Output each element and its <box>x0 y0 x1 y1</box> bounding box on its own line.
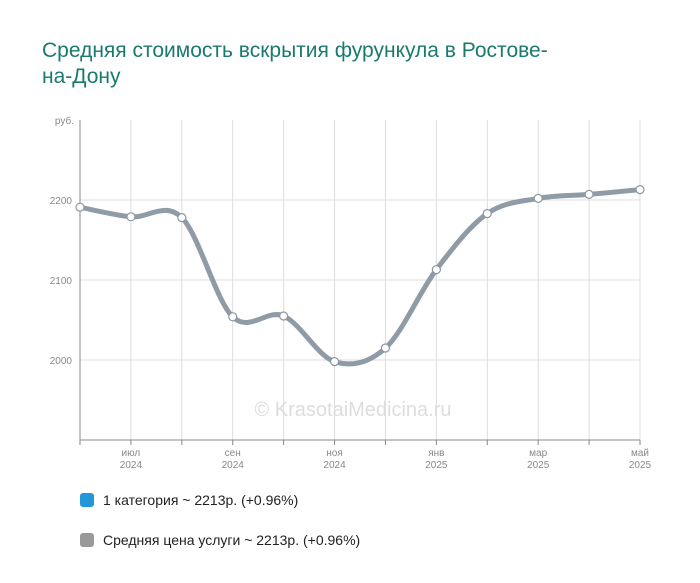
data-point <box>228 312 238 322</box>
data-point <box>75 202 85 212</box>
x-tick-label-year: 2025 <box>425 460 448 471</box>
x-tick-label-month: ноя <box>326 448 343 459</box>
data-point <box>635 185 645 195</box>
legend-swatch-gray <box>80 533 94 547</box>
grid-lines <box>80 120 641 440</box>
data-point <box>126 212 136 222</box>
x-tick-label-month: июл <box>122 448 141 459</box>
legend-label: Средняя цена услуги ~ 2213р. (+0.96%) <box>103 532 361 548</box>
y-axis-labels: руб. 2000 2100 2200 <box>50 115 74 367</box>
data-point <box>279 311 289 321</box>
legend-swatch-blue <box>80 493 94 507</box>
x-tick-label-year: 2024 <box>222 460 245 471</box>
x-tick-label-month: янв <box>428 448 444 459</box>
data-point <box>177 213 187 223</box>
legend-item-average-price[interactable]: Средняя цена услуги ~ 2213р. (+0.96%) <box>80 530 360 550</box>
data-point <box>584 189 594 199</box>
legend: 1 категория ~ 2213р. (+0.96%) Средняя це… <box>80 490 360 570</box>
series-lines <box>77 187 643 367</box>
y-tick-label: 2000 <box>50 356 73 367</box>
x-tick-label-month: мар <box>529 448 547 459</box>
data-point <box>380 343 391 353</box>
data-points <box>75 185 645 367</box>
legend-label: 1 категория ~ 2213р. (+0.96%) <box>103 492 299 508</box>
axes <box>79 120 641 445</box>
legend-item-category-1[interactable]: 1 категория ~ 2213р. (+0.96%) <box>80 490 360 510</box>
x-tick-label-month: май <box>631 448 649 459</box>
chart-title: Средняя стоимость вскрытия фурункула в Р… <box>42 39 548 88</box>
data-point <box>482 209 492 219</box>
watermark: © KrasotaiMedicina.ru <box>254 399 451 421</box>
y-tick-label: 2100 <box>50 276 73 287</box>
y-tick-label: 2200 <box>50 196 73 207</box>
data-point <box>329 357 340 367</box>
series-line <box>79 188 641 365</box>
x-tick-label-year: 2024 <box>120 460 143 471</box>
data-point <box>431 265 441 275</box>
x-tick-label-month: сен <box>225 448 241 459</box>
series-line <box>77 187 643 367</box>
x-tick-label-year: 2025 <box>527 460 550 471</box>
x-tick-label-year: 2025 <box>629 460 652 471</box>
data-point <box>533 193 543 203</box>
x-axis-labels: июл2024сен2024ноя2024янв2025мар2025май20… <box>120 448 652 471</box>
x-tick-label-year: 2024 <box>323 460 346 471</box>
y-unit-label: руб. <box>55 115 74 127</box>
